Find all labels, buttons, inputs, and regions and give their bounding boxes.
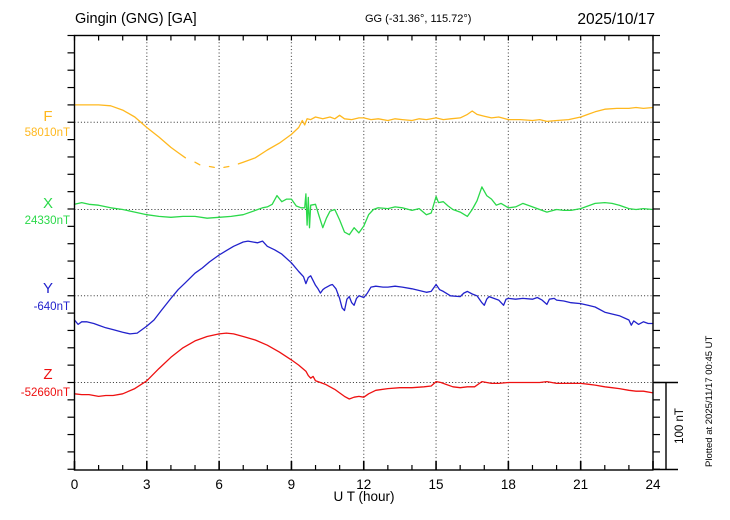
x-axis-title: U T (hour) xyxy=(333,489,394,504)
component-value-z: -52660nT xyxy=(21,387,70,399)
plot-frame xyxy=(73,34,654,471)
x-tick-label: 3 xyxy=(143,477,151,492)
plotted-at-note: Plotted at 2025/11/17 00:45 UT xyxy=(704,335,715,467)
series-z xyxy=(73,332,654,400)
x-tick-label: 12 xyxy=(356,477,371,492)
component-label-z: Z xyxy=(43,366,52,383)
x-tick-label: 9 xyxy=(288,477,296,492)
scale-bar-label: 100 nT xyxy=(674,408,686,444)
series-x xyxy=(73,186,654,236)
x-tick-labels: 0 3 6 9 12 15 18 21 24 xyxy=(71,477,661,492)
component-label-y: Y xyxy=(43,280,53,297)
component-value-x: 24330nT xyxy=(25,215,70,227)
data-traces xyxy=(73,104,654,400)
component-label-f: F xyxy=(43,108,52,125)
scale-bar: 100 nT xyxy=(654,381,686,471)
station-coordinates: GG (-31.36°, 115.72°) xyxy=(365,13,471,25)
component-value-y: -640nT xyxy=(34,301,70,313)
grid-lines xyxy=(74,35,653,470)
x-tick-label: 24 xyxy=(645,477,661,492)
component-label-x: X xyxy=(43,195,53,212)
x-tick-label: 18 xyxy=(501,477,516,492)
series-y xyxy=(73,240,654,335)
series-f xyxy=(73,104,654,169)
x-tick-label: 0 xyxy=(71,477,79,492)
component-value-f: 58010nT xyxy=(25,127,70,139)
plot-date: 2025/10/17 xyxy=(577,11,655,28)
x-tick-label: 6 xyxy=(215,477,223,492)
x-tick-label: 15 xyxy=(429,477,444,492)
page-title: Gingin (GNG) [GA] xyxy=(75,11,197,27)
x-tick-label: 21 xyxy=(573,477,588,492)
